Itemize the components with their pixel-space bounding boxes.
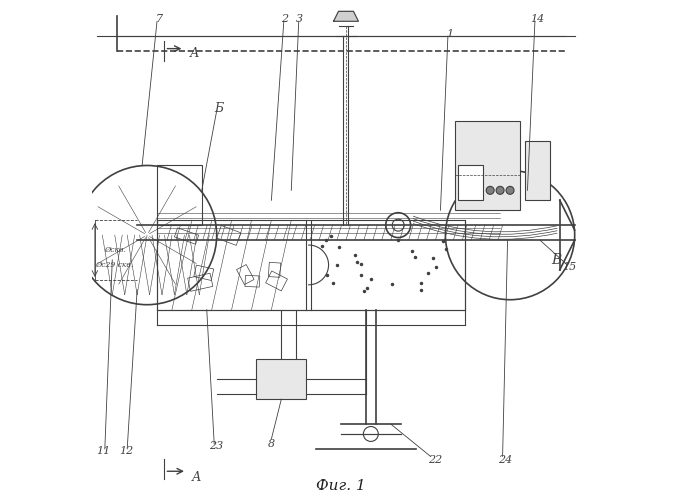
Circle shape	[486, 186, 494, 194]
Bar	[256, 360, 306, 399]
Bar	[217, 226, 241, 246]
Text: 11: 11	[96, 446, 110, 456]
Text: 3: 3	[296, 14, 303, 24]
Text: А: А	[190, 47, 199, 60]
Bar	[456, 120, 520, 210]
Bar	[245, 276, 260, 287]
Bar	[266, 271, 287, 291]
Text: А: А	[192, 471, 202, 484]
Circle shape	[496, 186, 504, 194]
Bar	[175, 228, 198, 244]
Bar	[237, 264, 254, 284]
Text: В: В	[551, 253, 561, 267]
Polygon shape	[333, 12, 359, 22]
Text: Фиг. 1: Фиг. 1	[316, 479, 366, 493]
Text: Øс29 скв.: Øс29 скв.	[95, 261, 134, 269]
Bar	[269, 262, 281, 278]
Text: 14: 14	[531, 14, 544, 24]
Text: 8: 8	[268, 439, 275, 449]
Text: 24: 24	[498, 455, 512, 465]
Text: 2: 2	[281, 14, 288, 24]
Text: 1: 1	[446, 28, 453, 38]
Bar	[157, 220, 465, 310]
Text: 23: 23	[209, 442, 223, 452]
Text: 22: 22	[428, 455, 443, 465]
Text: 15: 15	[563, 262, 577, 272]
Text: 7: 7	[156, 14, 163, 24]
Circle shape	[506, 186, 514, 194]
Bar	[157, 166, 202, 225]
Bar	[458, 166, 483, 200]
Bar	[194, 265, 213, 280]
Text: Øскв.: Øскв.	[104, 246, 125, 254]
Text: 12: 12	[119, 446, 133, 456]
Bar	[525, 140, 550, 200]
Text: Б: Б	[215, 102, 224, 115]
Bar	[188, 273, 213, 291]
